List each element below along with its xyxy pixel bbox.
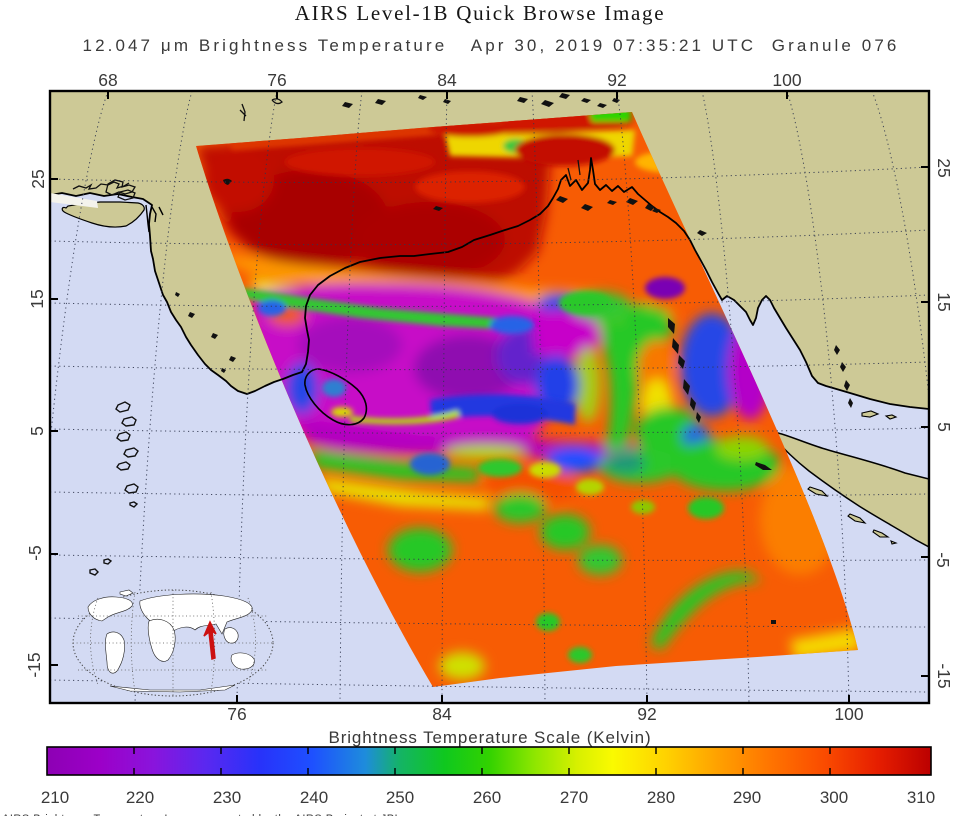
svg-text:-15: -15: [24, 652, 44, 677]
svg-text:-15: -15: [934, 663, 954, 688]
svg-text:-5: -5: [25, 545, 45, 561]
svg-text:76: 76: [267, 70, 286, 90]
svg-text:92: 92: [637, 704, 656, 724]
svg-text:84: 84: [432, 704, 452, 724]
svg-text:12.047 μm Brightness Temperatu: 12.047 μm Brightness Temperature Apr 30,…: [83, 36, 900, 55]
svg-text:210: 210: [41, 788, 69, 807]
svg-text:AIRS Level-1B Quick Browse Ima: AIRS Level-1B Quick Browse Image: [295, 1, 666, 25]
svg-text:Brightness Temperature Scale (: Brightness Temperature Scale (Kelvin): [328, 728, 651, 747]
svg-text:270: 270: [560, 788, 588, 807]
svg-text:25: 25: [28, 169, 48, 188]
svg-text:220: 220: [126, 788, 154, 807]
svg-text:15: 15: [27, 289, 47, 308]
svg-text:230: 230: [213, 788, 241, 807]
svg-text:15: 15: [934, 292, 954, 311]
svg-text:260: 260: [473, 788, 501, 807]
svg-text:68: 68: [98, 70, 117, 90]
svg-text:AIRS Brightness Temperature Im: AIRS Brightness Temperature Image genera…: [2, 813, 401, 816]
svg-text:250: 250: [386, 788, 414, 807]
svg-text:25: 25: [934, 158, 954, 177]
svg-text:5: 5: [934, 422, 954, 432]
svg-text:240: 240: [300, 788, 328, 807]
svg-text:280: 280: [647, 788, 675, 807]
svg-text:300: 300: [820, 788, 848, 807]
svg-text:290: 290: [733, 788, 761, 807]
svg-text:76: 76: [227, 704, 246, 724]
svg-text:100: 100: [772, 70, 801, 90]
svg-text:-5: -5: [933, 552, 953, 568]
svg-text:100: 100: [834, 704, 863, 724]
svg-text:5: 5: [27, 426, 47, 436]
svg-text:92: 92: [607, 70, 626, 90]
svg-text:84: 84: [437, 70, 457, 90]
svg-text:310: 310: [907, 788, 935, 807]
